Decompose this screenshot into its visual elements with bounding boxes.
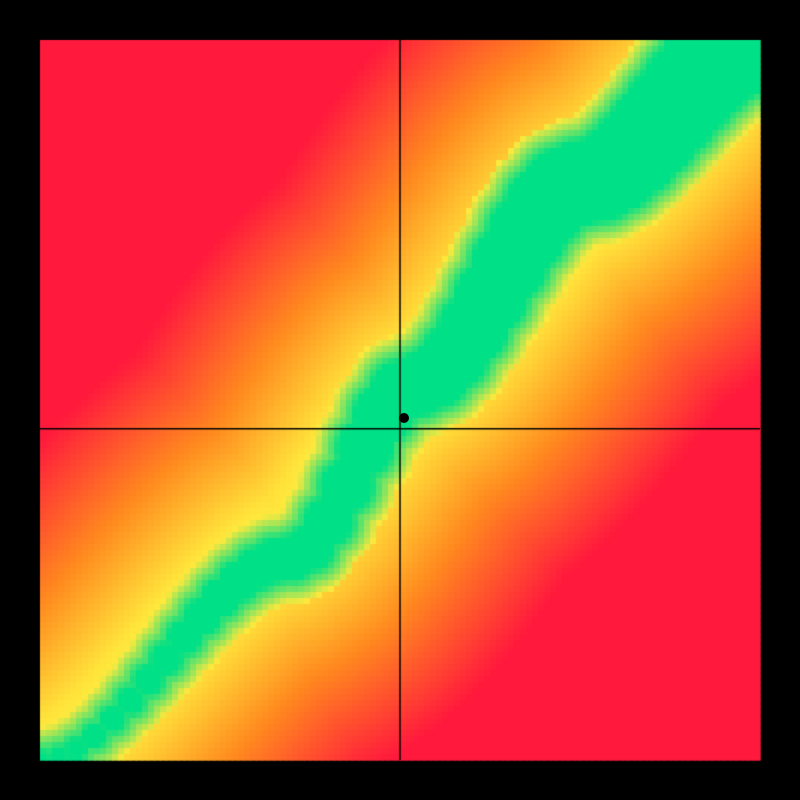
figure-root: TheBottleneck.com	[0, 0, 800, 800]
crosshair-point	[399, 413, 409, 423]
heatmap-canvas	[0, 0, 800, 800]
